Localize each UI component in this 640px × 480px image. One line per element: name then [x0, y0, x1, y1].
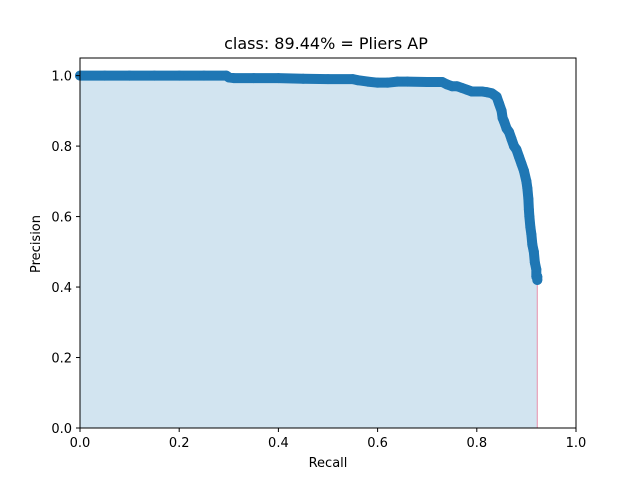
curve-point — [199, 70, 209, 81]
curve-point — [228, 73, 239, 84]
curve-point — [522, 183, 533, 194]
curve-point — [352, 75, 363, 86]
curve-point — [298, 73, 309, 84]
chart-title: class: 89.44% = Pliers AP — [224, 34, 428, 53]
area-fill — [80, 75, 538, 429]
x-axis-title: Recall — [309, 456, 348, 471]
curve-point — [273, 73, 284, 84]
axes-frame — [79, 57, 577, 429]
curve-point — [99, 70, 110, 81]
curve-point — [526, 229, 537, 240]
curve-point — [362, 76, 373, 87]
curve-point — [392, 76, 403, 87]
x-tick-label: 0.8 — [466, 436, 487, 451]
curve-point — [402, 76, 413, 87]
x-tick-label: 0.0 — [70, 436, 91, 451]
curve-point — [372, 77, 383, 88]
curve-point — [382, 77, 393, 88]
curve-point — [124, 70, 135, 81]
curve-point — [174, 70, 185, 81]
x-tick-label: 0.2 — [169, 436, 190, 451]
curve-point — [518, 165, 529, 176]
y-axis: 0.0 0.2 0.4 0.6 0.8 1.0 — [51, 70, 80, 437]
curve-point — [323, 74, 333, 85]
curve-point — [149, 70, 160, 81]
x-tick-label: 0.6 — [367, 436, 388, 451]
y-tick-label: 0.4 — [51, 281, 72, 296]
y-tick-label: 0.0 — [51, 422, 72, 437]
curve-point — [248, 73, 259, 84]
x-axis: 0.0 0.2 0.4 0.6 0.8 1.0 — [70, 428, 587, 451]
curve-point — [524, 211, 535, 222]
curve-point — [532, 275, 543, 285]
y-tick-label: 0.6 — [51, 211, 72, 226]
y-tick-label: 0.2 — [51, 352, 72, 367]
plot-area — [75, 57, 577, 429]
y-tick-label: 0.8 — [51, 140, 72, 155]
x-tick-label: 0.4 — [268, 436, 289, 451]
curve-point — [422, 76, 433, 87]
y-tick-label: 1.0 — [51, 70, 72, 85]
y-axis-title: Precision — [29, 215, 44, 273]
curve-point — [528, 246, 539, 257]
x-tick-label: 1.0 — [566, 436, 587, 451]
curve-point — [523, 193, 534, 204]
